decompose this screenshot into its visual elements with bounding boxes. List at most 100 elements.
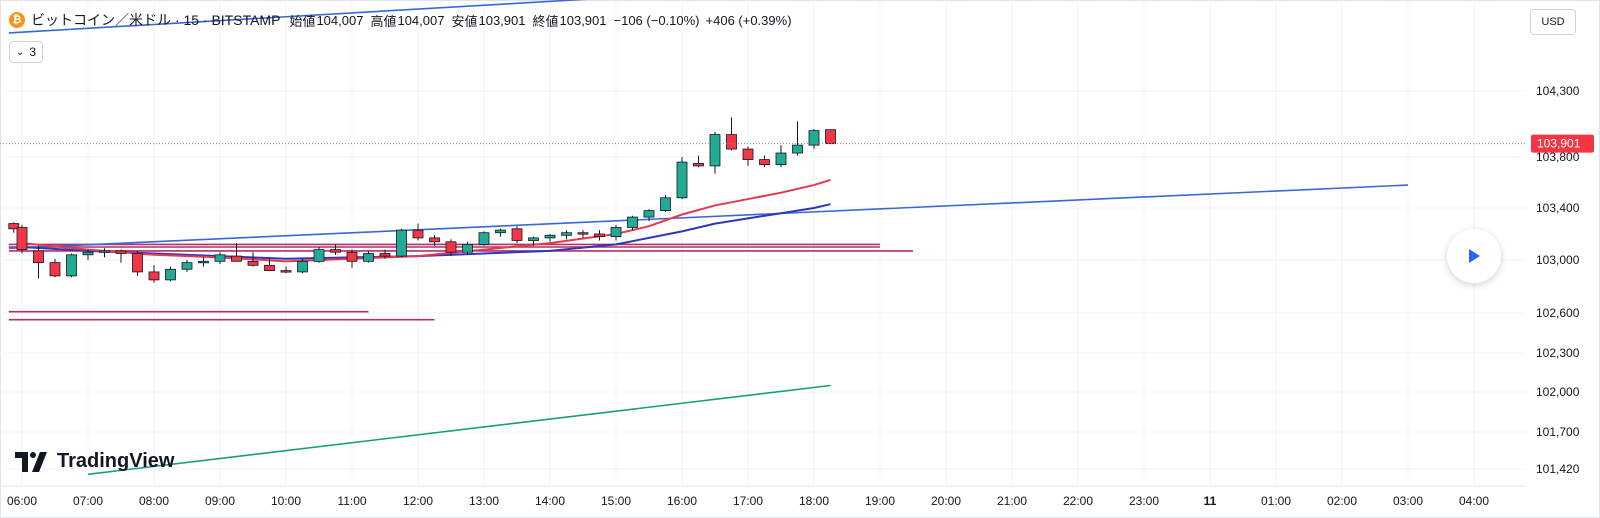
time-axis-label: 07:00 <box>73 494 103 508</box>
candle-body <box>66 254 77 277</box>
candle-body <box>181 262 193 270</box>
candle-body <box>99 250 110 253</box>
candle <box>8 222 20 233</box>
chevron-down-icon: ⌄ <box>16 46 25 58</box>
candle-body <box>726 134 737 150</box>
candle-body <box>577 232 589 235</box>
close-value: 103,901 <box>559 12 607 28</box>
candle <box>610 224 622 241</box>
candle-body <box>198 260 209 264</box>
last-price-tag <box>1531 134 1594 153</box>
candle-body <box>49 262 61 277</box>
candle <box>544 234 556 242</box>
candle-body <box>511 228 523 241</box>
candle <box>726 117 737 151</box>
candle <box>280 266 292 274</box>
candle-body <box>610 227 622 237</box>
candle-body <box>82 251 94 256</box>
candle-body <box>561 232 572 236</box>
play-icon <box>1469 249 1480 263</box>
candle <box>379 249 391 259</box>
time-axis-label: 16:00 <box>667 494 697 508</box>
candle <box>511 226 523 244</box>
time-axis-label: 09:00 <box>205 494 235 508</box>
candle <box>577 230 589 238</box>
candle-body <box>297 260 308 273</box>
candle <box>165 266 176 282</box>
candle-body <box>808 130 820 146</box>
candle-body <box>379 253 391 257</box>
tradingview-logo: TradingView <box>15 450 174 473</box>
time-axis-label: 19:00 <box>865 494 895 508</box>
candle <box>363 250 374 263</box>
candle-body <box>214 254 226 262</box>
candle <box>231 243 242 262</box>
candle-body <box>462 243 473 253</box>
candle-body <box>429 237 440 243</box>
close-label: 終値 <box>532 13 559 29</box>
candle <box>775 145 787 168</box>
candle-body <box>676 161 688 199</box>
time-axis-label: 02:00 <box>1327 494 1357 508</box>
candle-body <box>412 229 424 239</box>
price-axis-label: 103,400 <box>1536 201 1580 215</box>
indicators-toggle-button[interactable]: ⌄ 3 <box>9 41 44 63</box>
candle <box>99 248 110 258</box>
price-axis-label: 103,800 <box>1536 150 1580 164</box>
time-axis-label: 13:00 <box>469 494 499 508</box>
trend-line <box>87 384 831 476</box>
candle-body <box>33 250 44 264</box>
candle-body <box>247 260 259 266</box>
currency-button[interactable]: USD <box>1530 9 1576 35</box>
candle <box>561 230 572 240</box>
candle <box>16 224 28 254</box>
candle <box>445 239 457 257</box>
candle <box>429 235 440 246</box>
candle-body <box>445 241 457 253</box>
open-value: 104,007 <box>316 12 364 28</box>
candle-body <box>742 148 754 160</box>
replay-play-button[interactable] <box>1447 229 1501 283</box>
candle <box>82 249 94 260</box>
candle-body <box>709 134 721 167</box>
candle <box>330 244 341 255</box>
tradingview-logo-icon <box>15 451 47 472</box>
candle <box>412 223 424 241</box>
time-axis-label: 23:00 <box>1129 494 1159 508</box>
candle <box>214 252 226 264</box>
candle <box>396 228 407 258</box>
candle <box>181 260 193 272</box>
time-axis-label: 21:00 <box>997 494 1027 508</box>
candle <box>792 121 803 156</box>
candle <box>66 253 77 278</box>
candle-body <box>132 253 143 273</box>
candle-body <box>528 237 539 241</box>
price-axis-label: 101,420 <box>1536 462 1580 476</box>
time-axis-label: 22:00 <box>1063 494 1093 508</box>
candle-body <box>643 210 655 218</box>
time-axis-label: 01:00 <box>1261 494 1291 508</box>
candle <box>594 230 605 241</box>
candle-body <box>346 251 358 262</box>
candle <box>132 250 143 276</box>
candle-body <box>115 250 127 254</box>
moving-average-navy <box>21 203 831 260</box>
candle-body <box>693 162 704 167</box>
time-axis-label: 03:00 <box>1393 494 1423 508</box>
symbol-title[interactable]: ビットコイン／米ドル · 15 · BITSTAMP <box>31 12 281 28</box>
candle-body <box>396 229 407 257</box>
candle <box>627 215 638 231</box>
candle <box>693 155 704 168</box>
trend-line <box>8 0 588 34</box>
symbol-header: ₿ ビットコイン／米ドル · 15 · BITSTAMP 始値 104,007 … <box>9 10 798 30</box>
candle-body <box>660 197 671 212</box>
candle <box>660 195 671 212</box>
candle <box>759 155 770 168</box>
tradingview-logo-text: TradingView <box>57 450 175 472</box>
change-value-2: +406 (+0.39%) <box>705 12 792 28</box>
low-value: 103,901 <box>478 12 526 28</box>
candle <box>198 257 209 267</box>
time-axis-label: 06:00 <box>7 494 37 508</box>
time-axis-label: 11 <box>1204 494 1217 508</box>
